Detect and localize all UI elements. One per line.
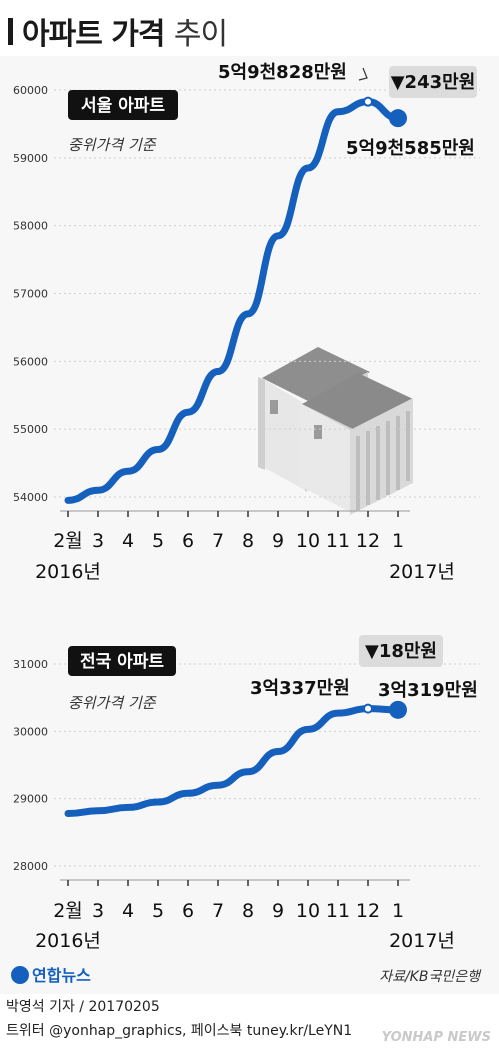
y-tick-label: 60000 [13, 84, 48, 97]
change-label: ▼18만원 [365, 641, 437, 662]
x-tick-label: 2월 [53, 900, 83, 922]
x-tick-label: 7 [212, 530, 224, 552]
series-subtitle: 중위가격 기준 [68, 694, 157, 712]
series-line [64, 98, 402, 504]
x-tick-label: 5 [152, 530, 164, 552]
x-tick-label: 9 [272, 900, 284, 922]
x-tick-label: 10 [296, 530, 320, 552]
series-line [64, 705, 402, 817]
y-tick-label: 30000 [13, 725, 48, 738]
series-badge-label: 전국 아파트 [80, 652, 164, 672]
footer: 박영석 기자 / 20170205 트위터 @yonhap_graphics, … [0, 994, 499, 1051]
x-tick-label: 10 [296, 900, 320, 922]
title-accent [8, 18, 13, 45]
change-box [359, 635, 443, 667]
change-box [389, 66, 477, 98]
y-tick-label: 59000 [13, 152, 48, 165]
callout-arrow [358, 67, 368, 81]
logo: 연합뉴스 [11, 966, 91, 985]
social-text: 트위터 @yonhap_graphics, 페이스북 tuney.kr/LeYN… [6, 1023, 353, 1039]
x-tick-label: 11 [326, 530, 350, 552]
y-tick-label: 56000 [13, 355, 48, 368]
peak-marker [363, 96, 373, 107]
series-badge [68, 646, 176, 676]
y-tick-label: 31000 [13, 658, 48, 671]
x-tick-label: 12 [356, 900, 380, 922]
x-tick-label: 3 [92, 530, 104, 552]
end-marker [389, 700, 407, 719]
change-label: ▼243만원 [391, 72, 476, 93]
x-year-start: 2016년 [35, 561, 101, 583]
title-sub: 추이 [173, 17, 228, 52]
y-tick-label: 55000 [13, 423, 48, 436]
credit-text: 박영석 기자 / 20170205 [6, 999, 160, 1015]
x-tick-label: 5 [152, 900, 164, 922]
x-tick-label: 8 [242, 530, 254, 552]
end-value-label: 5억9천585만원 [346, 138, 475, 159]
x-year-start: 2016년 [35, 930, 101, 952]
logo-text: 연합뉴스 [32, 966, 91, 985]
series-badge [68, 90, 178, 120]
series-subtitle: 중위가격 기준 [68, 136, 157, 154]
title-bar: 아파트 가격 추이 [0, 0, 499, 56]
series-badge-label: 서울 아파트 [81, 96, 165, 116]
x-tick-label: 8 [242, 900, 254, 922]
x-tick-label: 2월 [53, 530, 83, 552]
y-tick-label: 28000 [13, 860, 48, 873]
y-tick-label: 58000 [13, 220, 48, 233]
watermark: YONHAP NEWS [381, 1030, 491, 1045]
building-illustration [258, 347, 413, 515]
title-main: 아파트 가격 [22, 17, 165, 52]
source-text: 자료/KB국민은행 [379, 969, 482, 985]
x-tick-label: 4 [122, 530, 134, 552]
x-tick-label: 6 [182, 900, 194, 922]
x-year-end: 2017년 [389, 930, 455, 952]
x-tick-label: 3 [92, 900, 104, 922]
x-year-end: 2017년 [389, 561, 455, 583]
peak-value-label: 3억337만원 [250, 678, 350, 699]
peak-marker [363, 703, 373, 714]
y-tick-label: 54000 [13, 491, 48, 504]
x-tick-label: 12 [356, 530, 380, 552]
x-tick-label: 1 [392, 530, 404, 552]
x-tick-label: 11 [326, 900, 350, 922]
page-title: 아파트 가격 추이 [22, 9, 228, 53]
x-tick-label: 6 [182, 530, 194, 552]
x-tick-label: 1 [392, 900, 404, 922]
logo-icon [11, 966, 29, 984]
peak-value-label: 5억9천828만원 [218, 62, 347, 83]
x-tick-label: 4 [122, 900, 134, 922]
x-tick-label: 7 [212, 900, 224, 922]
end-value-label: 3억319만원 [378, 680, 478, 701]
chart-national: 28000 29000 30000 31000 2월 3 4 5 6 7 8 9 10 11 12 1 2016… [13, 635, 480, 952]
end-marker [389, 109, 407, 128]
chart-panel: 54000 55000 56000 57000 58000 59000 60000 2월 3 4 5… [0, 56, 499, 994]
x-tick-label: 9 [272, 530, 284, 552]
y-tick-label: 29000 [13, 793, 48, 806]
y-tick-label: 57000 [13, 288, 48, 301]
